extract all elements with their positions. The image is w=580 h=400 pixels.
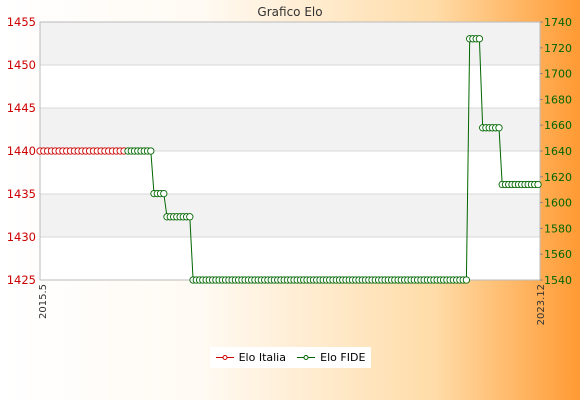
plot-band: [40, 151, 540, 194]
data-point-elo-fide: [495, 124, 503, 132]
y-right-tick-label: 1560: [544, 248, 572, 261]
y-right-tick-label: 1540: [544, 274, 572, 287]
y-left-tick-label: 1430: [7, 230, 36, 244]
y-right-tick-label: 1740: [544, 16, 572, 29]
data-point-elo-fide: [534, 180, 542, 189]
chart-title: Grafico Elo: [257, 5, 322, 19]
y-right-tick-label: 1580: [544, 222, 572, 235]
plot-band: [40, 65, 540, 108]
legend-item-elo-italia: Elo Italia: [215, 351, 286, 364]
legend-swatch-elo-italia: [215, 355, 234, 360]
series-elo-fide: [124, 35, 542, 284]
y-right-tick-label: 1640: [544, 145, 572, 158]
data-point-elo-fide: [186, 213, 194, 221]
legend-swatch-elo-fide: [297, 355, 316, 360]
y-right-tick-label: 1620: [544, 171, 572, 184]
chart-legend: Elo Italia Elo FIDE: [210, 347, 371, 368]
legend-label-elo-italia: Elo Italia: [238, 351, 286, 364]
plot-band: [40, 22, 540, 65]
x-tick-label-first: 2015.5: [38, 284, 49, 319]
plot-band: [40, 108, 540, 151]
plot-band: [40, 194, 540, 237]
legend-label-elo-fide: Elo FIDE: [320, 351, 366, 364]
y-right-tick-label: 1700: [544, 68, 572, 81]
y-left-tick-label: 1425: [7, 273, 36, 287]
plot-band: [40, 237, 540, 280]
y-left-tick-label: 1440: [7, 144, 36, 158]
y-right-tick-label: 1720: [544, 42, 572, 55]
y-right-tick-label: 1660: [544, 119, 572, 132]
y-left-tick-label: 1455: [7, 15, 36, 29]
data-point-elo-fide: [462, 276, 471, 284]
y-left-tick-label: 1445: [7, 101, 36, 115]
series-elo-italia: [36, 147, 128, 155]
y-right-tick-label: 1680: [544, 93, 572, 106]
y-left-tick-label: 1435: [7, 187, 36, 201]
data-point-elo-fide: [147, 147, 155, 155]
y-right-tick-label: 1600: [544, 197, 572, 210]
data-point-elo-fide: [160, 189, 168, 198]
y-left-tick-label: 1450: [7, 58, 36, 72]
x-tick-label-last: 2023.12: [536, 284, 547, 325]
legend-item-elo-fide: Elo FIDE: [297, 351, 365, 364]
data-point-elo-fide: [475, 35, 484, 43]
